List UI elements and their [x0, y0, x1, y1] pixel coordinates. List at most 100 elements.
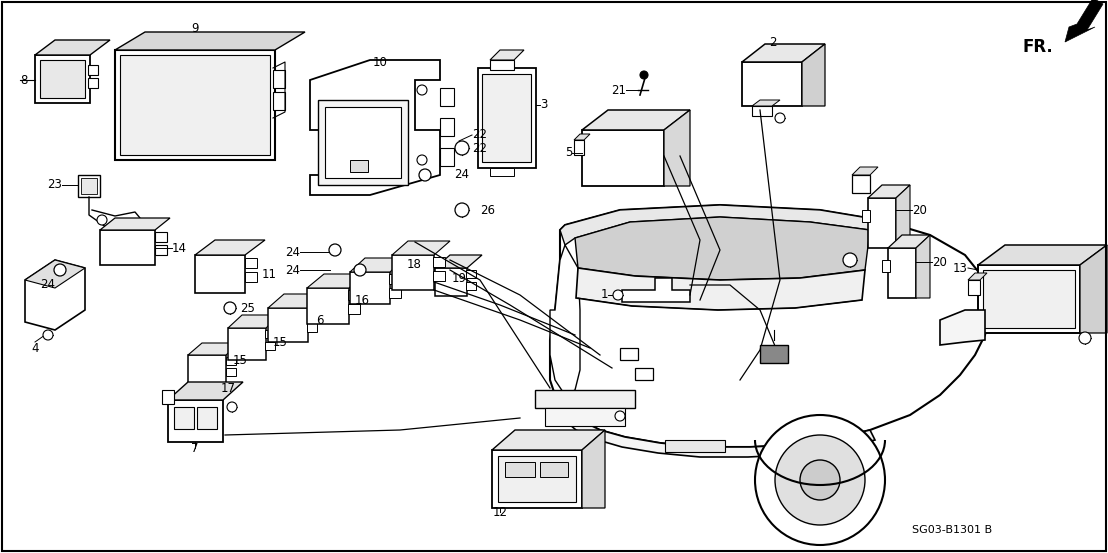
Text: 12: 12: [492, 505, 507, 519]
Circle shape: [774, 113, 784, 123]
Bar: [545, 408, 625, 426]
Bar: [497, 456, 576, 502]
Text: 24: 24: [285, 246, 300, 258]
Bar: [852, 175, 870, 193]
Bar: [78, 175, 100, 197]
Polygon shape: [350, 258, 406, 272]
Bar: [978, 265, 1080, 333]
Polygon shape: [25, 260, 85, 288]
Bar: [540, 462, 568, 477]
Text: 20: 20: [932, 255, 947, 269]
Bar: [482, 74, 531, 162]
Bar: [115, 50, 275, 160]
Circle shape: [455, 141, 469, 155]
Text: 3: 3: [540, 98, 547, 112]
Bar: [226, 368, 236, 376]
Bar: [440, 118, 454, 136]
Text: 24: 24: [285, 263, 300, 276]
Bar: [307, 288, 349, 324]
Circle shape: [1079, 332, 1091, 344]
Text: 25: 25: [240, 301, 255, 315]
Bar: [490, 168, 514, 176]
Bar: [162, 390, 174, 404]
Text: 11: 11: [261, 269, 277, 281]
Text: 1: 1: [601, 289, 608, 301]
Polygon shape: [560, 205, 880, 245]
Bar: [307, 310, 317, 319]
Polygon shape: [968, 273, 987, 280]
Polygon shape: [582, 430, 605, 508]
Polygon shape: [115, 32, 305, 50]
Circle shape: [417, 85, 427, 95]
Polygon shape: [307, 274, 366, 288]
Circle shape: [98, 215, 107, 225]
Bar: [226, 357, 236, 365]
Bar: [348, 304, 360, 314]
Bar: [273, 70, 285, 88]
Text: 6: 6: [316, 314, 324, 326]
Polygon shape: [888, 235, 930, 248]
Text: 23: 23: [48, 179, 62, 191]
Circle shape: [455, 203, 469, 217]
Polygon shape: [25, 260, 85, 330]
Bar: [265, 330, 275, 338]
Bar: [168, 400, 223, 442]
Polygon shape: [1080, 245, 1107, 333]
Bar: [88, 78, 98, 88]
Text: SG03-B1301 B: SG03-B1301 B: [912, 525, 992, 535]
Text: 15: 15: [233, 353, 247, 367]
Bar: [350, 272, 390, 304]
Circle shape: [755, 415, 885, 545]
Bar: [389, 288, 401, 298]
Bar: [760, 345, 788, 363]
Circle shape: [353, 264, 366, 276]
Bar: [868, 198, 896, 248]
Bar: [582, 130, 664, 186]
Bar: [348, 290, 360, 300]
Text: 21: 21: [611, 84, 626, 97]
Polygon shape: [622, 278, 690, 302]
Bar: [100, 230, 155, 265]
Text: 22: 22: [472, 142, 488, 154]
Circle shape: [54, 264, 66, 276]
Bar: [228, 328, 266, 360]
Polygon shape: [575, 217, 870, 280]
Polygon shape: [550, 392, 875, 457]
Text: 19: 19: [452, 272, 466, 284]
Circle shape: [227, 402, 237, 412]
Bar: [466, 282, 476, 290]
Polygon shape: [940, 310, 985, 345]
Polygon shape: [550, 205, 991, 447]
Bar: [389, 274, 401, 284]
Text: 20: 20: [912, 204, 927, 217]
Bar: [983, 270, 1075, 328]
Polygon shape: [582, 110, 690, 130]
Circle shape: [800, 460, 840, 500]
Bar: [882, 260, 890, 272]
Bar: [440, 148, 454, 166]
Circle shape: [774, 435, 865, 525]
Bar: [307, 323, 317, 332]
Bar: [245, 272, 257, 282]
Circle shape: [615, 411, 625, 421]
Polygon shape: [742, 44, 825, 62]
Polygon shape: [228, 315, 280, 328]
Bar: [620, 348, 638, 360]
Bar: [350, 160, 368, 172]
Text: 18: 18: [407, 258, 422, 272]
Text: 5: 5: [565, 147, 572, 159]
Text: FR.: FR.: [1023, 38, 1053, 56]
Circle shape: [329, 244, 341, 256]
Bar: [195, 255, 245, 293]
Bar: [155, 245, 167, 255]
Bar: [35, 55, 90, 103]
Text: 17: 17: [220, 382, 236, 394]
Bar: [433, 271, 445, 281]
Text: 8: 8: [20, 74, 28, 86]
Bar: [574, 140, 584, 155]
Text: 24: 24: [41, 279, 55, 291]
Circle shape: [419, 169, 431, 181]
Bar: [120, 55, 270, 155]
Text: 24: 24: [454, 169, 469, 181]
Polygon shape: [868, 185, 910, 198]
